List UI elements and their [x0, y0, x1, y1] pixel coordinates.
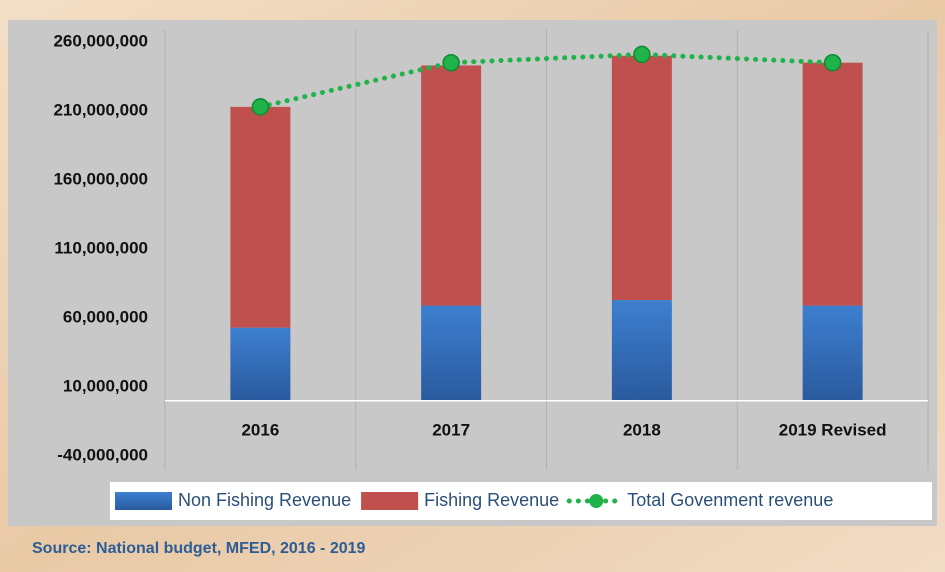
legend-marker: [589, 494, 604, 508]
total-marker: [633, 45, 651, 64]
y-tick-label: 260,000,000: [53, 31, 148, 50]
bar-segment: [230, 106, 291, 328]
bar-segment: [230, 327, 291, 401]
legend-box: [110, 482, 932, 520]
y-tick-label: 110,000,000: [54, 238, 148, 257]
y-tick-label: -40,000,000: [57, 445, 148, 464]
bar-segment: [611, 55, 672, 301]
legend-label: Non Fishing Revenue: [178, 490, 351, 510]
legend-label: Total Govenment revenue: [627, 490, 833, 510]
bar-segment: [421, 65, 482, 306]
bar-segment: [802, 62, 863, 306]
x-tick-label: 2016: [241, 420, 279, 439]
legend-label: Fishing Revenue: [424, 490, 559, 510]
legend-swatch: [361, 492, 419, 510]
bar-segment: [611, 300, 672, 401]
total-marker: [442, 53, 460, 72]
x-tick-label: 2017: [432, 420, 470, 439]
bar-segment: [421, 305, 482, 401]
total-marker: [251, 98, 270, 116]
y-tick-label: 60,000,000: [63, 307, 148, 326]
x-tick-label: 2019 Revised: [779, 420, 887, 439]
y-tick-label: 210,000,000: [53, 100, 148, 119]
total-marker: [823, 53, 842, 72]
source: Source: National budget, MFED, 2016 - 20…: [32, 540, 366, 557]
y-tick-label: 160,000,000: [53, 169, 148, 188]
y-tick-label: 10,000,000: [63, 376, 148, 395]
bar-segment: [802, 305, 863, 401]
total-line: [257, 51, 836, 110]
x-tick-label: 2018: [623, 420, 661, 439]
legend-swatch: [115, 492, 172, 510]
